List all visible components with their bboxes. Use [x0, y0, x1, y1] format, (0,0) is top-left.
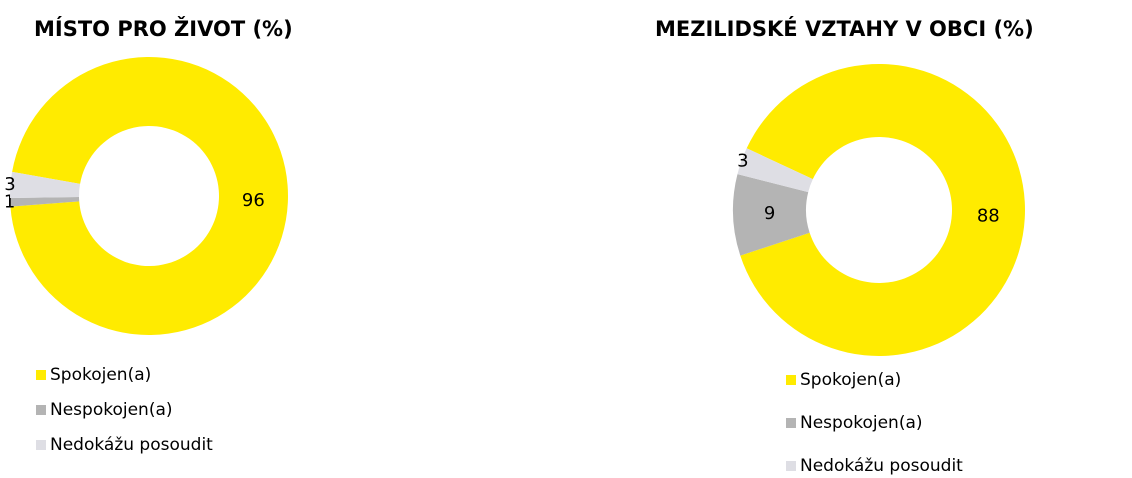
chart-title: MEZILIDSKÉ VZTAHY V OBCI (%)	[655, 16, 1034, 41]
donut-slice	[10, 196, 80, 207]
legend-label: Spokojen(a)	[800, 370, 901, 390]
data-label: 3	[4, 174, 15, 195]
data-label: 1	[4, 191, 15, 212]
donut-slice	[733, 174, 810, 256]
legend-swatch	[36, 440, 46, 450]
data-label: 88	[977, 205, 1000, 226]
donut-slice	[740, 64, 1025, 357]
legend-label: Nedokážu posoudit	[50, 435, 213, 455]
donut-slice	[10, 56, 288, 335]
data-label: 3	[737, 151, 748, 172]
data-label: 9	[764, 203, 775, 224]
data-label: 96	[242, 190, 265, 211]
legend-label: Nedokážu posoudit	[800, 456, 963, 476]
donut-slice	[737, 148, 813, 193]
legend-swatch	[786, 461, 796, 471]
chart-title: MÍSTO PRO ŽIVOT (%)	[34, 16, 293, 41]
legend-swatch	[36, 405, 46, 415]
legend-swatch	[786, 418, 796, 428]
legend-label: Nespokojen(a)	[50, 400, 173, 420]
legend-label: Spokojen(a)	[50, 365, 151, 385]
donut-slice	[10, 171, 81, 198]
legend-swatch	[786, 375, 796, 385]
legend-label: Nespokojen(a)	[800, 413, 923, 433]
legend-swatch	[36, 370, 46, 380]
